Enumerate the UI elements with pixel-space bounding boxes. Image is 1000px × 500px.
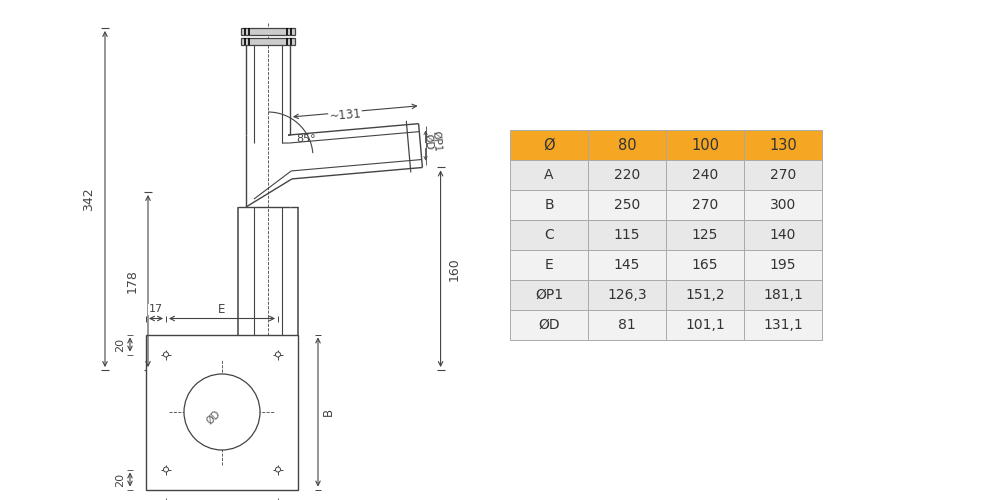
- Text: B: B: [544, 198, 554, 212]
- Text: 250: 250: [614, 198, 640, 212]
- Bar: [666, 250, 744, 280]
- Text: ØD: ØD: [423, 133, 434, 150]
- Bar: [241, 28, 295, 35]
- Text: 101,1: 101,1: [685, 318, 725, 332]
- Text: 151,2: 151,2: [685, 288, 725, 302]
- Text: 80: 80: [618, 138, 636, 152]
- Bar: [146, 334, 298, 490]
- Bar: [744, 190, 822, 220]
- Text: 165: 165: [692, 258, 718, 272]
- Bar: [744, 310, 822, 340]
- Bar: [241, 38, 295, 45]
- Bar: [666, 280, 744, 310]
- Text: Ø: Ø: [543, 138, 555, 152]
- Text: 126,3: 126,3: [607, 288, 647, 302]
- Bar: [666, 130, 744, 160]
- Bar: [666, 160, 744, 190]
- Bar: [588, 160, 666, 190]
- Text: 125: 125: [692, 228, 718, 242]
- Text: 160: 160: [448, 257, 461, 280]
- Text: C: C: [544, 228, 554, 242]
- Bar: [510, 310, 588, 340]
- Text: ØP1: ØP1: [535, 288, 563, 302]
- Circle shape: [164, 467, 168, 472]
- Bar: [744, 220, 822, 250]
- Text: 130: 130: [769, 138, 797, 152]
- Bar: [588, 280, 666, 310]
- Circle shape: [276, 352, 280, 357]
- Text: A: A: [544, 168, 554, 182]
- Text: 131,1: 131,1: [763, 318, 803, 332]
- Text: ØD: ØD: [538, 318, 560, 332]
- Bar: [510, 190, 588, 220]
- Bar: [588, 250, 666, 280]
- Circle shape: [184, 374, 260, 450]
- Bar: [588, 310, 666, 340]
- Bar: [510, 220, 588, 250]
- Text: 81: 81: [618, 318, 636, 332]
- Text: 270: 270: [692, 198, 718, 212]
- Bar: [666, 220, 744, 250]
- Circle shape: [164, 352, 168, 357]
- Text: 240: 240: [692, 168, 718, 182]
- Text: 85°: 85°: [296, 134, 316, 144]
- Bar: [666, 310, 744, 340]
- Text: 100: 100: [691, 138, 719, 152]
- Text: 20: 20: [115, 472, 125, 486]
- Text: 300: 300: [770, 198, 796, 212]
- Text: 20: 20: [115, 338, 125, 351]
- Text: 220: 220: [614, 168, 640, 182]
- Bar: [744, 130, 822, 160]
- Bar: [510, 160, 588, 190]
- Bar: [588, 190, 666, 220]
- Text: 342: 342: [82, 187, 96, 211]
- Text: E: E: [545, 258, 553, 272]
- Bar: [744, 250, 822, 280]
- Bar: [588, 130, 666, 160]
- Text: 145: 145: [614, 258, 640, 272]
- Text: 181,1: 181,1: [763, 288, 803, 302]
- Text: 140: 140: [770, 228, 796, 242]
- Text: E: E: [218, 303, 226, 316]
- Text: 270: 270: [770, 168, 796, 182]
- Text: ØD: ØD: [205, 408, 223, 426]
- Bar: [744, 160, 822, 190]
- Bar: [510, 250, 588, 280]
- Bar: [744, 280, 822, 310]
- Text: 178: 178: [126, 269, 138, 293]
- Text: 115: 115: [614, 228, 640, 242]
- Text: 195: 195: [770, 258, 796, 272]
- Bar: [588, 220, 666, 250]
- Bar: [510, 280, 588, 310]
- Text: 17: 17: [149, 304, 163, 314]
- Text: ~131: ~131: [329, 108, 362, 124]
- Text: ØP1: ØP1: [431, 130, 442, 152]
- Text: B: B: [322, 408, 334, 416]
- Bar: [510, 130, 588, 160]
- Bar: [666, 190, 744, 220]
- Circle shape: [276, 467, 280, 472]
